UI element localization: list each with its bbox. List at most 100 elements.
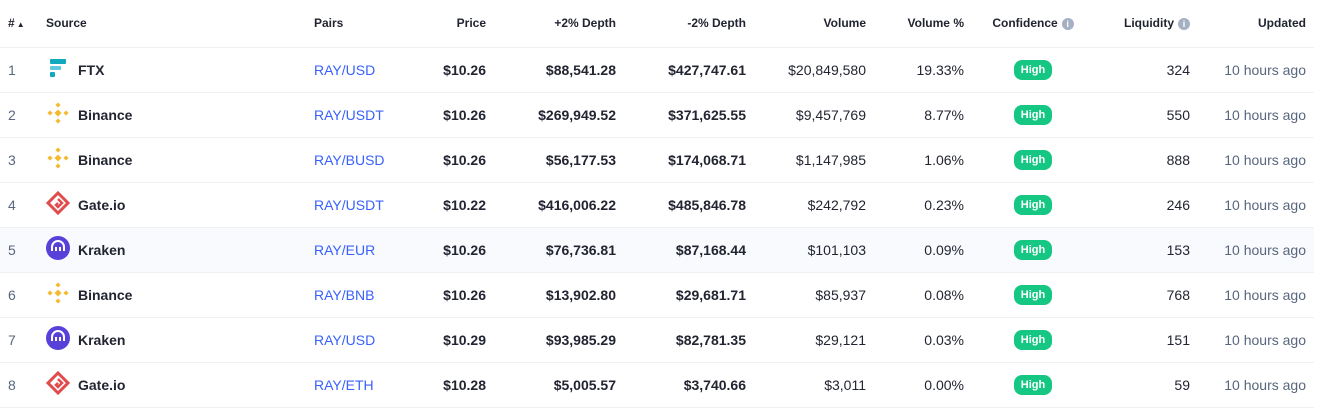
pair-link[interactable]: RAY/USD xyxy=(314,61,376,78)
row-source[interactable]: Kraken xyxy=(38,227,306,272)
pair-link[interactable]: RAY/USDT xyxy=(314,196,384,213)
row-confidence: High xyxy=(972,182,1094,227)
row-source[interactable]: Binance xyxy=(38,272,306,317)
row-depth-minus: $427,747.61 xyxy=(668,61,746,78)
pair-link[interactable]: RAY/BNB xyxy=(314,286,375,303)
row-liquidity: 246 xyxy=(1166,196,1190,213)
confidence-badge: High xyxy=(1013,284,1053,305)
row-price: $10.28 xyxy=(443,376,486,393)
header-depth-plus[interactable]: +2% Depth xyxy=(554,16,616,31)
row-rank: 4 xyxy=(8,196,16,213)
row-source[interactable]: Binance xyxy=(38,137,306,182)
row-rank: 2 xyxy=(8,106,16,123)
confidence-badge: High xyxy=(1013,194,1053,215)
row-source[interactable]: Binance xyxy=(38,92,306,137)
header-liquidity[interactable]: Liquidity i xyxy=(1094,0,1198,47)
row-depth-minus: $87,168.44 xyxy=(675,241,746,258)
table-header-row: # ▲ Source Pairs Price +2% Depth -2% Dept… xyxy=(0,0,1314,47)
binance-icon xyxy=(47,282,69,304)
row-depth-plus: $56,177.53 xyxy=(545,151,616,168)
exchange-name[interactable]: Gate.io xyxy=(78,196,126,213)
row-source[interactable]: Kraken xyxy=(38,317,306,362)
row-depth-minus: $174,068.71 xyxy=(668,151,746,168)
confidence-badge: High xyxy=(1013,239,1053,260)
row-volume-pct: 8.77% xyxy=(924,106,964,123)
row-updated: 10 hours ago xyxy=(1224,151,1306,168)
header-depth-minus[interactable]: -2% Depth xyxy=(687,16,746,31)
ftx-icon xyxy=(50,59,66,77)
row-updated: 10 hours ago xyxy=(1224,241,1306,258)
kraken-icon xyxy=(46,326,70,350)
row-volume-pct: 0.00% xyxy=(924,376,964,393)
exchange-name[interactable]: Binance xyxy=(78,151,133,168)
table-row[interactable]: 8 Gate.io RAY/ETH $10.28 $5,005.57 $3,740.66… xyxy=(0,362,1314,407)
header-updated[interactable]: Updated xyxy=(1258,16,1306,31)
header-confidence[interactable]: Confidence i xyxy=(972,0,1094,47)
row-pair[interactable]: RAY/BNB xyxy=(306,272,402,317)
row-depth-minus: $82,781.35 xyxy=(675,331,746,348)
exchange-name[interactable]: Kraken xyxy=(78,331,126,348)
row-liquidity: 768 xyxy=(1166,286,1190,303)
header-volume[interactable]: Volume xyxy=(823,16,866,31)
header-volume-pct[interactable]: Volume % xyxy=(907,16,964,31)
exchange-name[interactable]: FTX xyxy=(78,61,105,78)
row-updated: 10 hours ago xyxy=(1224,196,1306,213)
pair-link[interactable]: RAY/USD xyxy=(314,331,376,348)
pair-link[interactable]: RAY/BUSD xyxy=(314,151,385,168)
confidence-badge: High xyxy=(1013,59,1053,80)
row-pair[interactable]: RAY/USD xyxy=(306,47,402,92)
exchange-logo xyxy=(46,101,70,128)
header-rank[interactable]: # ▲ xyxy=(0,0,38,47)
info-icon[interactable]: i xyxy=(1061,18,1074,31)
exchange-name[interactable]: Kraken xyxy=(78,241,126,258)
row-rank: 8 xyxy=(8,376,16,393)
row-source[interactable]: Gate.io xyxy=(38,182,306,227)
row-updated: 10 hours ago xyxy=(1224,286,1306,303)
exchange-name[interactable]: Gate.io xyxy=(78,376,126,393)
exchange-name[interactable]: Binance xyxy=(78,106,133,123)
row-depth-plus: $88,541.28 xyxy=(545,61,616,78)
table-row[interactable]: 4 Gate.io RAY/USDT $10.22 $416,006.22 $485,8… xyxy=(0,182,1314,227)
row-confidence: High xyxy=(972,137,1094,182)
row-depth-minus: $485,846.78 xyxy=(668,196,746,213)
exchange-name[interactable]: Binance xyxy=(78,286,133,303)
row-volume-pct: 0.08% xyxy=(924,286,964,303)
confidence-badge: High xyxy=(1013,104,1053,125)
row-depth-plus: $5,005.57 xyxy=(553,376,616,393)
header-pairs[interactable]: Pairs xyxy=(314,16,344,31)
row-source[interactable]: Gate.io xyxy=(38,362,306,407)
sort-up-icon[interactable]: ▲ xyxy=(16,19,25,29)
pair-link[interactable]: RAY/ETH xyxy=(314,376,374,393)
row-pair[interactable]: RAY/ETH xyxy=(306,362,402,407)
exchange-logo xyxy=(46,146,70,173)
table-row[interactable]: 1 FTX RAY/USD $10.26 $88,541.28 $427,747.61 $… xyxy=(0,47,1314,92)
row-source[interactable]: FTX xyxy=(38,47,306,92)
row-pair[interactable]: RAY/BUSD xyxy=(306,137,402,182)
confidence-badge: High xyxy=(1013,329,1053,350)
row-volume-pct: 0.09% xyxy=(924,241,964,258)
row-confidence: High xyxy=(972,272,1094,317)
table-row[interactable]: 2 Binance RAY/USDT $10.26 $269,949.52 $371,6… xyxy=(0,92,1314,137)
row-pair[interactable]: RAY/USDT xyxy=(306,92,402,137)
row-volume: $29,121 xyxy=(815,331,866,348)
header-source[interactable]: Source xyxy=(46,16,87,31)
row-pair[interactable]: RAY/USD xyxy=(306,317,402,362)
exchange-logo xyxy=(46,281,70,308)
table-row[interactable]: 5 Kraken RAY/EUR $10.26 $76,736.81 $87,168.4… xyxy=(0,227,1314,272)
row-pair[interactable]: RAY/USDT xyxy=(306,182,402,227)
pair-link[interactable]: RAY/EUR xyxy=(314,241,376,258)
header-price[interactable]: Price xyxy=(456,16,486,31)
table-row[interactable]: 3 Binance RAY/BUSD $10.26 $56,177.53 $174,06… xyxy=(0,137,1314,182)
row-price: $10.26 xyxy=(443,61,486,78)
gate-io-icon xyxy=(46,191,70,215)
row-liquidity: 888 xyxy=(1166,151,1190,168)
row-updated: 10 hours ago xyxy=(1224,106,1306,123)
table-row[interactable]: 7 Kraken RAY/USD $10.29 $93,985.29 $82,781.3… xyxy=(0,317,1314,362)
row-volume-pct: 19.33% xyxy=(916,61,964,78)
row-pair[interactable]: RAY/EUR xyxy=(306,227,402,272)
table-row[interactable]: 6 Binance RAY/BNB $10.26 $13,902.80 $29,681.… xyxy=(0,272,1314,317)
pair-link[interactable]: RAY/USDT xyxy=(314,106,384,123)
info-icon[interactable]: i xyxy=(1178,18,1190,31)
row-volume-pct: 0.23% xyxy=(924,196,964,213)
